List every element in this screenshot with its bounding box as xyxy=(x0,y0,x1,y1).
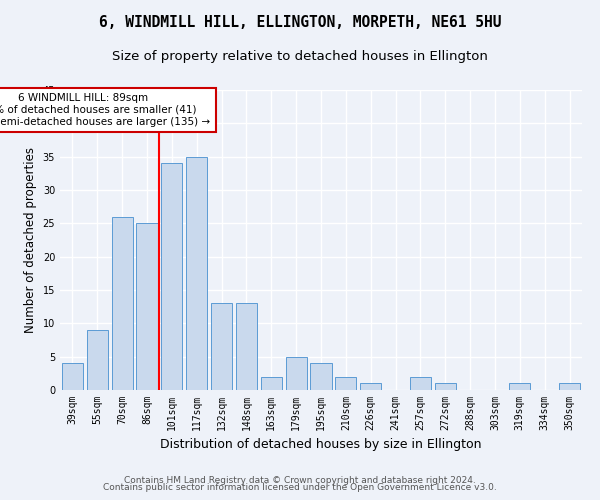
X-axis label: Distribution of detached houses by size in Ellington: Distribution of detached houses by size … xyxy=(160,438,482,452)
Bar xyxy=(435,384,456,390)
Bar xyxy=(112,216,133,390)
Y-axis label: Number of detached properties: Number of detached properties xyxy=(24,147,37,333)
Bar xyxy=(211,304,232,390)
Bar xyxy=(186,156,207,390)
Bar xyxy=(509,384,530,390)
Bar xyxy=(236,304,257,390)
Bar xyxy=(310,364,332,390)
Bar xyxy=(410,376,431,390)
Text: Contains HM Land Registry data © Crown copyright and database right 2024.: Contains HM Land Registry data © Crown c… xyxy=(124,476,476,485)
Bar xyxy=(62,364,83,390)
Bar xyxy=(87,330,108,390)
Bar xyxy=(360,384,381,390)
Bar xyxy=(559,384,580,390)
Text: Size of property relative to detached houses in Ellington: Size of property relative to detached ho… xyxy=(112,50,488,63)
Text: Contains public sector information licensed under the Open Government Licence v3: Contains public sector information licen… xyxy=(103,484,497,492)
Bar xyxy=(136,224,158,390)
Bar xyxy=(261,376,282,390)
Bar xyxy=(286,356,307,390)
Bar xyxy=(161,164,182,390)
Text: 6 WINDMILL HILL: 89sqm
← 23% of detached houses are smaller (41)
77% of semi-det: 6 WINDMILL HILL: 89sqm ← 23% of detached… xyxy=(0,94,211,126)
Bar xyxy=(335,376,356,390)
Text: 6, WINDMILL HILL, ELLINGTON, MORPETH, NE61 5HU: 6, WINDMILL HILL, ELLINGTON, MORPETH, NE… xyxy=(99,15,501,30)
